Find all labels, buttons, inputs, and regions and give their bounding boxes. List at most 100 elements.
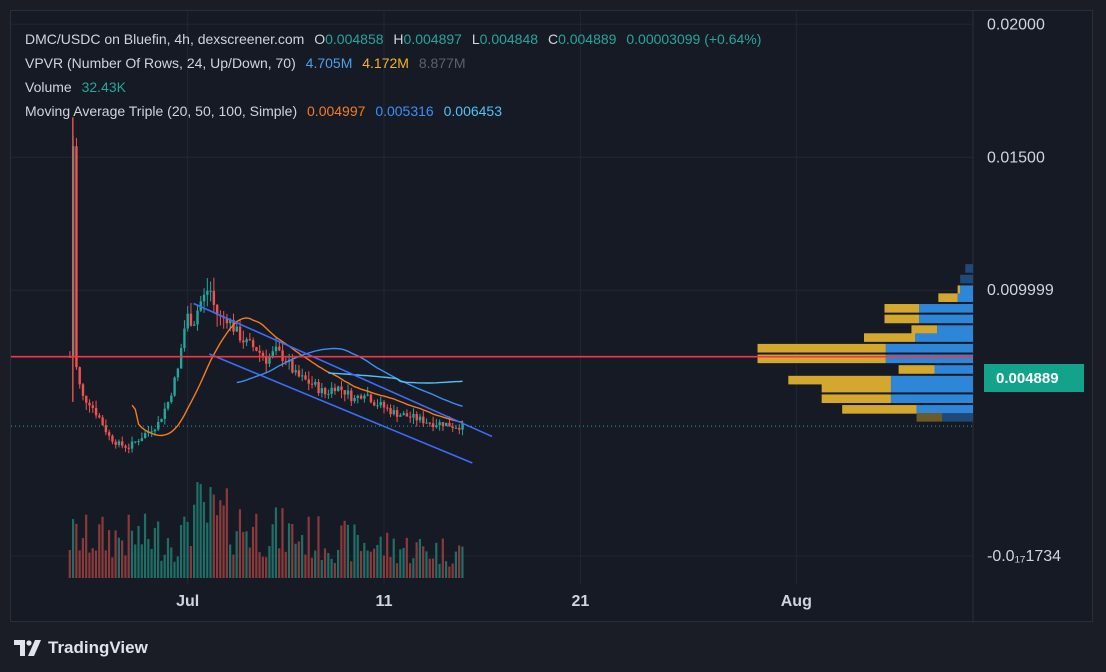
candle-body xyxy=(281,350,284,362)
symbol-title[interactable]: DMC/USDC on Bluefin, 4h, dexscreener.com xyxy=(25,31,305,47)
volume-bar xyxy=(369,551,372,578)
volume-bar xyxy=(395,563,399,578)
volume-bar xyxy=(166,538,170,578)
moving-averages xyxy=(131,317,463,437)
volume-bar xyxy=(114,530,117,578)
candle-body xyxy=(235,326,238,332)
y-tick-label: 0.01500 xyxy=(987,149,1045,166)
candle-body xyxy=(337,386,340,392)
vp-up-bar xyxy=(919,304,973,313)
volume-bar xyxy=(284,551,287,578)
volume-bar xyxy=(317,516,320,578)
legend-ohlc-row[interactable]: DMC/USDC on Bluefin, 4h, dexscreener.com… xyxy=(25,27,761,51)
volume-bar xyxy=(143,513,147,578)
candle-body xyxy=(317,381,320,394)
volume-bar xyxy=(320,560,323,578)
y-tick-label: 0.009999 xyxy=(987,282,1054,299)
volume-bar xyxy=(350,561,353,578)
chart-canvas[interactable]: 0.02000 0.01500 0.009999 -0.0₁₇1734 Jul 11 21… xyxy=(11,11,1094,623)
volume-bars xyxy=(68,482,464,578)
volume-bar xyxy=(199,484,202,578)
candle-body xyxy=(127,447,130,449)
volume-value: 32.43K xyxy=(81,79,126,95)
candle-body xyxy=(399,415,402,417)
candle-body xyxy=(418,416,422,421)
x-tick-label: Jul xyxy=(176,593,199,610)
candle-body xyxy=(78,367,81,385)
vp-up-bar xyxy=(957,293,973,302)
volume-bar xyxy=(353,524,356,578)
candle-body xyxy=(196,310,199,325)
candle-body xyxy=(245,339,248,343)
candle-body xyxy=(114,441,117,445)
low-value: 0.004848 xyxy=(479,31,539,47)
price-axis[interactable]: 0.02000 0.01500 0.009999 -0.0₁₇1734 xyxy=(987,16,1061,565)
vpvr-up-value: 4.705M xyxy=(305,55,353,71)
volume-bar xyxy=(307,516,310,578)
volume-bar xyxy=(382,555,386,578)
vp-down-bar xyxy=(898,365,935,374)
candle-body xyxy=(170,395,173,402)
candle-body xyxy=(229,319,232,324)
legend-vpvr-row[interactable]: VPVR (Number Of Rows, 24, Up/Down, 70) 4… xyxy=(25,51,761,75)
candle-body xyxy=(395,410,399,417)
candle-body xyxy=(85,395,88,403)
volume-bar xyxy=(121,540,124,578)
volume-bar xyxy=(333,563,336,578)
candle-body xyxy=(356,395,360,398)
volume-bar xyxy=(441,538,444,578)
volume-bar xyxy=(91,548,94,578)
candle-body xyxy=(441,422,445,427)
volume-bar xyxy=(107,530,111,578)
candle-body xyxy=(189,313,193,326)
legend-volume-row[interactable]: Volume 32.43K xyxy=(25,75,761,99)
volume-bar xyxy=(392,538,395,578)
channel-upper-line[interactable] xyxy=(193,302,493,438)
volume-bar xyxy=(127,514,130,578)
chart-frame[interactable]: 0.02000 0.01500 0.009999 -0.0₁₇1734 Jul 11 21… xyxy=(10,10,1094,623)
volume-bar xyxy=(206,522,209,578)
channel-lower-line[interactable] xyxy=(208,353,473,464)
candle-body xyxy=(389,407,392,415)
tradingview-logo[interactable]: TradingView xyxy=(14,638,148,658)
volume-bar xyxy=(235,531,238,578)
vp-down-bar xyxy=(788,375,891,385)
candle-body xyxy=(88,402,91,406)
y-tick-label: 0.02000 xyxy=(987,16,1045,33)
volume-bar xyxy=(157,521,160,578)
candle-body xyxy=(366,394,369,396)
volume-bar xyxy=(111,557,114,578)
candle-body xyxy=(117,441,121,445)
vpvr-down-value: 4.172M xyxy=(362,55,409,71)
volume-bar xyxy=(356,535,359,578)
volume-bar xyxy=(163,554,166,578)
volume-bar xyxy=(287,523,291,578)
candle-body xyxy=(137,441,140,443)
candle-body xyxy=(134,441,137,443)
volume-bar xyxy=(173,561,176,578)
volume-bar xyxy=(209,487,212,578)
volume-bar xyxy=(271,524,274,578)
volume-bar xyxy=(78,550,81,578)
ma-label[interactable]: Moving Average Triple (20, 50, 100, Simp… xyxy=(25,103,298,119)
volume-bar xyxy=(363,542,366,578)
candle-body xyxy=(284,361,288,363)
candle-body xyxy=(242,340,245,343)
volume-label[interactable]: Volume xyxy=(25,79,72,95)
volume-bar xyxy=(251,526,255,578)
vp-down-bar xyxy=(821,394,891,404)
volume-bar xyxy=(98,524,101,578)
vp-down-bar xyxy=(916,413,943,422)
candle-body xyxy=(140,438,144,442)
volume-bar xyxy=(101,516,104,578)
legend-ma-row[interactable]: Moving Average Triple (20, 50, 100, Simp… xyxy=(25,99,761,123)
vpvr-label[interactable]: VPVR (Number Of Rows, 24, Up/Down, 70) xyxy=(25,55,296,71)
volume-bar xyxy=(88,552,91,578)
candle-body xyxy=(343,390,346,395)
time-axis[interactable]: Jul 11 21 Aug xyxy=(176,593,812,610)
volume-bar xyxy=(196,482,199,578)
candle-body xyxy=(91,405,95,408)
candle-body xyxy=(330,387,333,394)
candle-body xyxy=(206,290,209,295)
trend-channel[interactable] xyxy=(193,302,493,464)
